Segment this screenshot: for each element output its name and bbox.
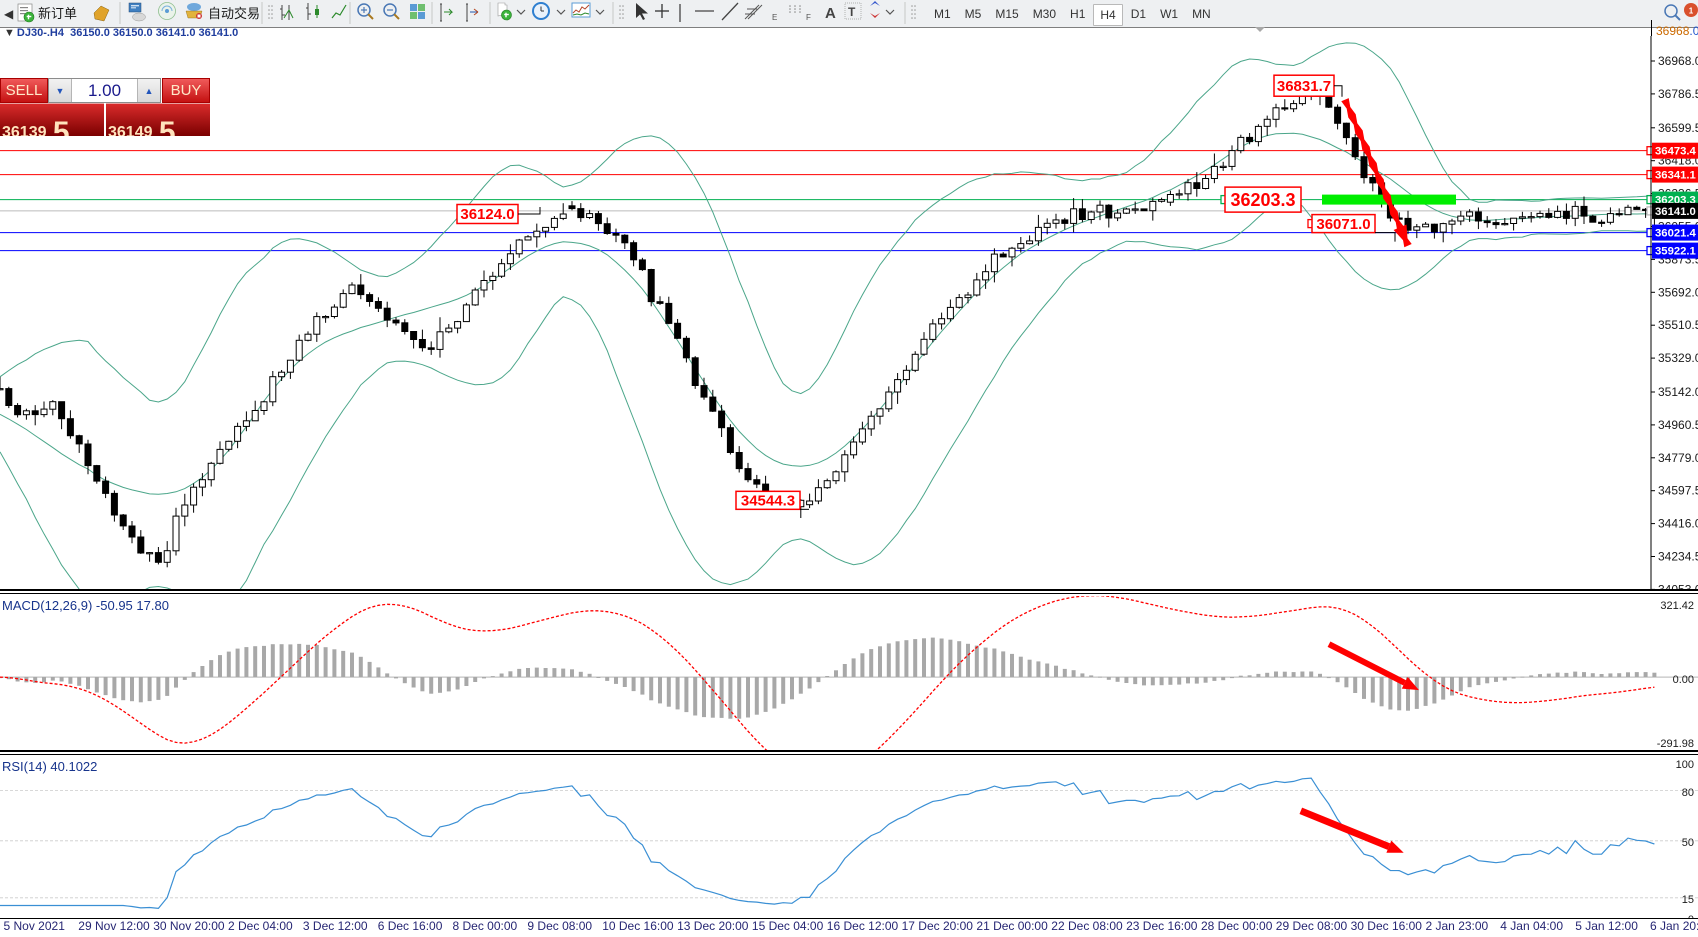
svg-text:36968.0: 36968.0 [1658,54,1698,68]
svg-text:35142.0: 35142.0 [1658,385,1698,399]
svg-text:36786.5: 36786.5 [1658,87,1698,101]
svg-text:35692.0: 35692.0 [1658,285,1698,299]
svg-text:34234.5: 34234.5 [1658,550,1698,564]
svg-text:36124.0: 36124.0 [460,206,514,223]
svg-text:36021.4: 36021.4 [1655,228,1697,240]
svg-text:34416.0: 34416.0 [1658,517,1698,531]
svg-text:36599.5: 36599.5 [1658,121,1698,135]
svg-text:34960.5: 34960.5 [1658,418,1698,432]
svg-text:34779.0: 34779.0 [1658,451,1698,465]
svg-text:36071.0: 36071.0 [1316,216,1370,233]
svg-text:36141.0: 36141.0 [1655,206,1696,218]
svg-text:35922.1: 35922.1 [1655,246,1696,258]
svg-text:1: 1 [1689,7,1694,16]
svg-text:34597.5: 34597.5 [1658,484,1698,498]
svg-text:36203.3: 36203.3 [1230,190,1295,210]
svg-text:34544.3: 34544.3 [741,493,795,510]
svg-text:36473.4: 36473.4 [1655,146,1697,158]
svg-text:35329.0: 35329.0 [1658,351,1698,365]
svg-text:35510.5: 35510.5 [1658,318,1698,332]
svg-text:36831.7: 36831.7 [1277,78,1331,95]
svg-text:36341.1: 36341.1 [1655,170,1696,182]
